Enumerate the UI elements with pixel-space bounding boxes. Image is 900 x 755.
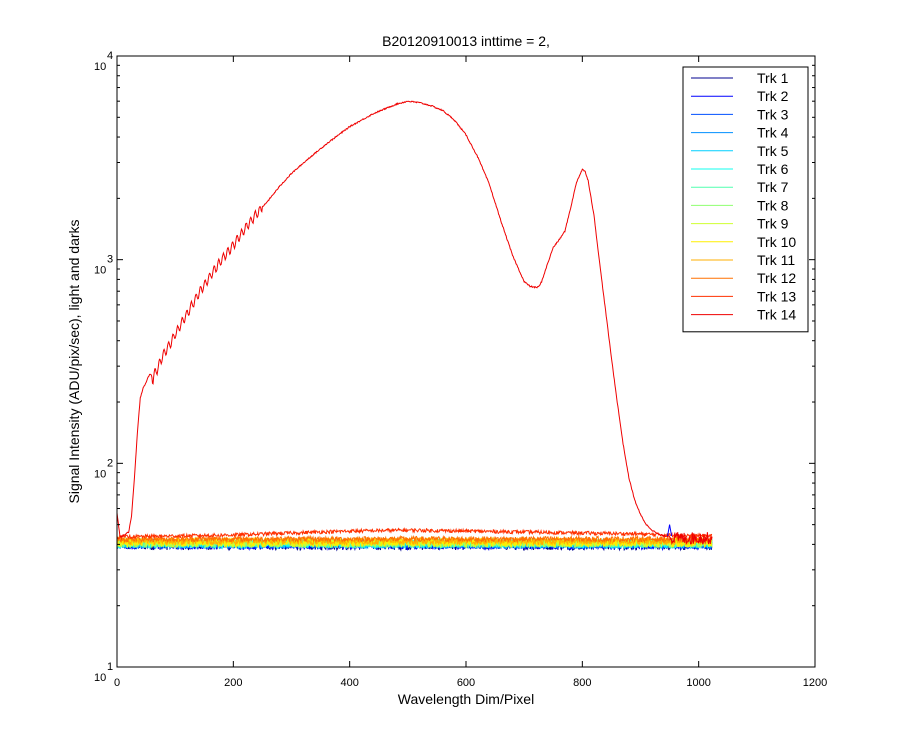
legend-label: Trk 2: [757, 88, 789, 104]
y-tick-label: 101: [94, 661, 113, 684]
y-tick-exponent: 4: [107, 50, 113, 62]
legend-label: Trk 11: [757, 252, 795, 268]
legend-item: Trk 10: [691, 234, 796, 250]
y-tick-exponent: 3: [107, 254, 113, 266]
legend-item: Trk 1: [691, 70, 789, 86]
x-tick-label: 1000: [686, 677, 710, 689]
y-axis-label: Signal Intensity (ADU/pix/sec), light an…: [66, 219, 82, 503]
legend-label: Trk 1: [757, 70, 789, 86]
series-line-trk-14: [117, 100, 713, 546]
legend-item: Trk 5: [691, 143, 789, 159]
legend-label: Trk 12: [757, 270, 796, 286]
y-tick-label: 103: [94, 254, 113, 277]
chart-title: B20120910013 inttime = 2,: [382, 33, 550, 49]
legend-item: Trk 7: [691, 179, 789, 195]
legend-label: Trk 5: [757, 143, 789, 159]
legend-label: Trk 3: [757, 106, 789, 122]
y-tick-base: 10: [94, 468, 106, 480]
x-tick-label: 0: [114, 677, 120, 689]
x-tick-label: 600: [457, 677, 475, 689]
legend-item: Trk 12: [691, 270, 796, 286]
x-tick-label: 200: [224, 677, 242, 689]
legend-label: Trk 4: [757, 125, 789, 141]
legend-label: Trk 9: [757, 216, 789, 232]
legend-label: Trk 13: [757, 288, 796, 304]
y-tick-label: 104: [94, 50, 113, 73]
y-tick-base: 10: [94, 265, 106, 277]
legend-item: Trk 11: [691, 252, 795, 268]
y-tick-base: 10: [94, 672, 106, 684]
series-line-trk-12: [117, 534, 713, 544]
legend-item: Trk 3: [691, 106, 789, 122]
legend-item: Trk 14: [691, 307, 796, 323]
data-layer: [117, 100, 713, 552]
legend-label: Trk 8: [757, 197, 789, 213]
series-spike-trk-1: [667, 524, 673, 537]
x-tick-label: 400: [340, 677, 358, 689]
y-tick-exponent: 2: [107, 457, 113, 469]
y-tick-base: 10: [94, 61, 106, 73]
y-tick-label: 102: [94, 457, 113, 480]
legend-label: Trk 6: [757, 161, 789, 177]
legend: Trk 1 Trk 2 Trk 3 Trk 4 Trk 5 Trk 6 Trk 7 Trk 8…: [682, 66, 809, 333]
y-tick-exponent: 1: [107, 661, 113, 673]
legend-box: [682, 66, 809, 333]
legend-item: Trk 8: [691, 197, 789, 213]
legend-item: Trk 9: [691, 216, 789, 232]
legend-item: Trk 2: [691, 88, 789, 104]
legend-label: Trk 14: [757, 307, 796, 323]
legend-item: Trk 6: [691, 161, 789, 177]
x-tick-label: 800: [573, 677, 591, 689]
series-line-trk-13: [117, 527, 713, 541]
legend-label: Trk 10: [757, 234, 796, 250]
legend-item: Trk 4: [691, 125, 789, 141]
legend-label: Trk 7: [757, 179, 789, 195]
x-axis-label: Wavelength Dim/Pixel: [398, 691, 534, 707]
x-tick-label: 1200: [803, 677, 827, 689]
legend-item: Trk 13: [691, 288, 796, 304]
